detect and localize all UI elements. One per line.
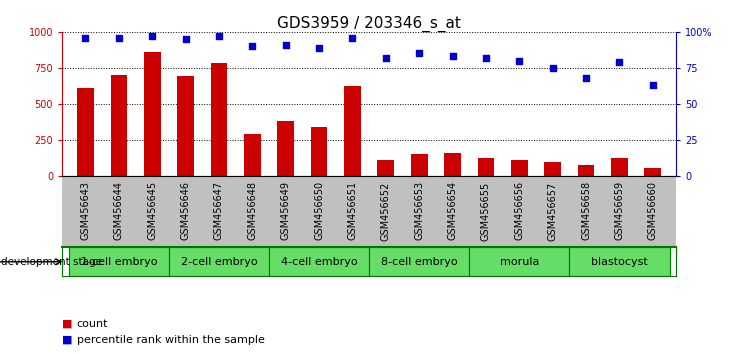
Text: GSM456658: GSM456658 <box>581 181 591 240</box>
Text: 4-cell embryo: 4-cell embryo <box>281 257 357 267</box>
Text: 2-cell embryo: 2-cell embryo <box>181 257 257 267</box>
Text: GSM456644: GSM456644 <box>114 181 124 240</box>
Bar <box>144 52 161 176</box>
Point <box>213 33 225 39</box>
Bar <box>169 247 269 276</box>
Point <box>314 45 325 51</box>
Point <box>580 75 592 81</box>
Point <box>280 42 292 48</box>
Text: development stage: development stage <box>1 257 102 267</box>
Bar <box>269 247 369 276</box>
Bar <box>69 247 169 276</box>
Text: 8-cell embryo: 8-cell embryo <box>381 257 458 267</box>
Text: 1-cell embryo: 1-cell embryo <box>80 257 157 267</box>
Point <box>480 55 492 61</box>
Bar <box>511 160 528 176</box>
Text: GSM456655: GSM456655 <box>481 181 491 240</box>
Text: morula: morula <box>500 257 539 267</box>
Point <box>80 35 91 40</box>
Bar <box>244 134 261 176</box>
Bar <box>444 153 461 176</box>
Text: GSM456648: GSM456648 <box>247 181 257 240</box>
Text: GSM456650: GSM456650 <box>314 181 324 240</box>
Text: GSM456646: GSM456646 <box>181 181 191 240</box>
Point <box>447 53 458 59</box>
Text: GSM456657: GSM456657 <box>548 181 558 240</box>
Bar <box>377 160 394 176</box>
Point <box>647 82 659 88</box>
Point <box>380 55 392 61</box>
Bar <box>277 121 294 176</box>
Title: GDS3959 / 203346_s_at: GDS3959 / 203346_s_at <box>277 16 461 32</box>
Bar <box>577 165 594 176</box>
Text: count: count <box>77 319 108 329</box>
Text: GSM456660: GSM456660 <box>648 181 658 240</box>
Bar <box>545 162 561 176</box>
Text: GSM456652: GSM456652 <box>381 181 391 240</box>
Bar <box>178 76 194 176</box>
Bar <box>411 154 428 176</box>
Text: GSM456647: GSM456647 <box>214 181 224 240</box>
Text: GSM456651: GSM456651 <box>347 181 357 240</box>
Bar <box>477 158 494 176</box>
Text: GSM456656: GSM456656 <box>515 181 524 240</box>
Text: ■: ■ <box>62 319 72 329</box>
Text: GSM456653: GSM456653 <box>414 181 424 240</box>
Point <box>146 33 158 39</box>
Point <box>113 35 125 40</box>
Text: GSM456649: GSM456649 <box>281 181 291 240</box>
Point <box>413 51 425 56</box>
Bar <box>369 247 469 276</box>
Text: GSM456645: GSM456645 <box>147 181 157 240</box>
Point <box>547 65 558 70</box>
Bar <box>77 88 94 176</box>
Bar <box>611 158 628 176</box>
Bar <box>211 63 227 176</box>
Point <box>613 59 625 65</box>
Bar <box>645 168 661 176</box>
Text: GSM456659: GSM456659 <box>615 181 624 240</box>
Bar <box>569 247 670 276</box>
Point <box>346 35 358 40</box>
Point <box>180 36 192 42</box>
Text: percentile rank within the sample: percentile rank within the sample <box>77 335 265 345</box>
Bar <box>311 127 327 176</box>
Bar <box>469 247 569 276</box>
Bar <box>344 86 361 176</box>
Point <box>513 58 525 63</box>
Text: GSM456643: GSM456643 <box>80 181 91 240</box>
Text: ■: ■ <box>62 335 72 345</box>
Point <box>246 44 258 49</box>
Text: blastocyst: blastocyst <box>591 257 648 267</box>
Bar <box>110 75 127 176</box>
Text: GSM456654: GSM456654 <box>447 181 458 240</box>
